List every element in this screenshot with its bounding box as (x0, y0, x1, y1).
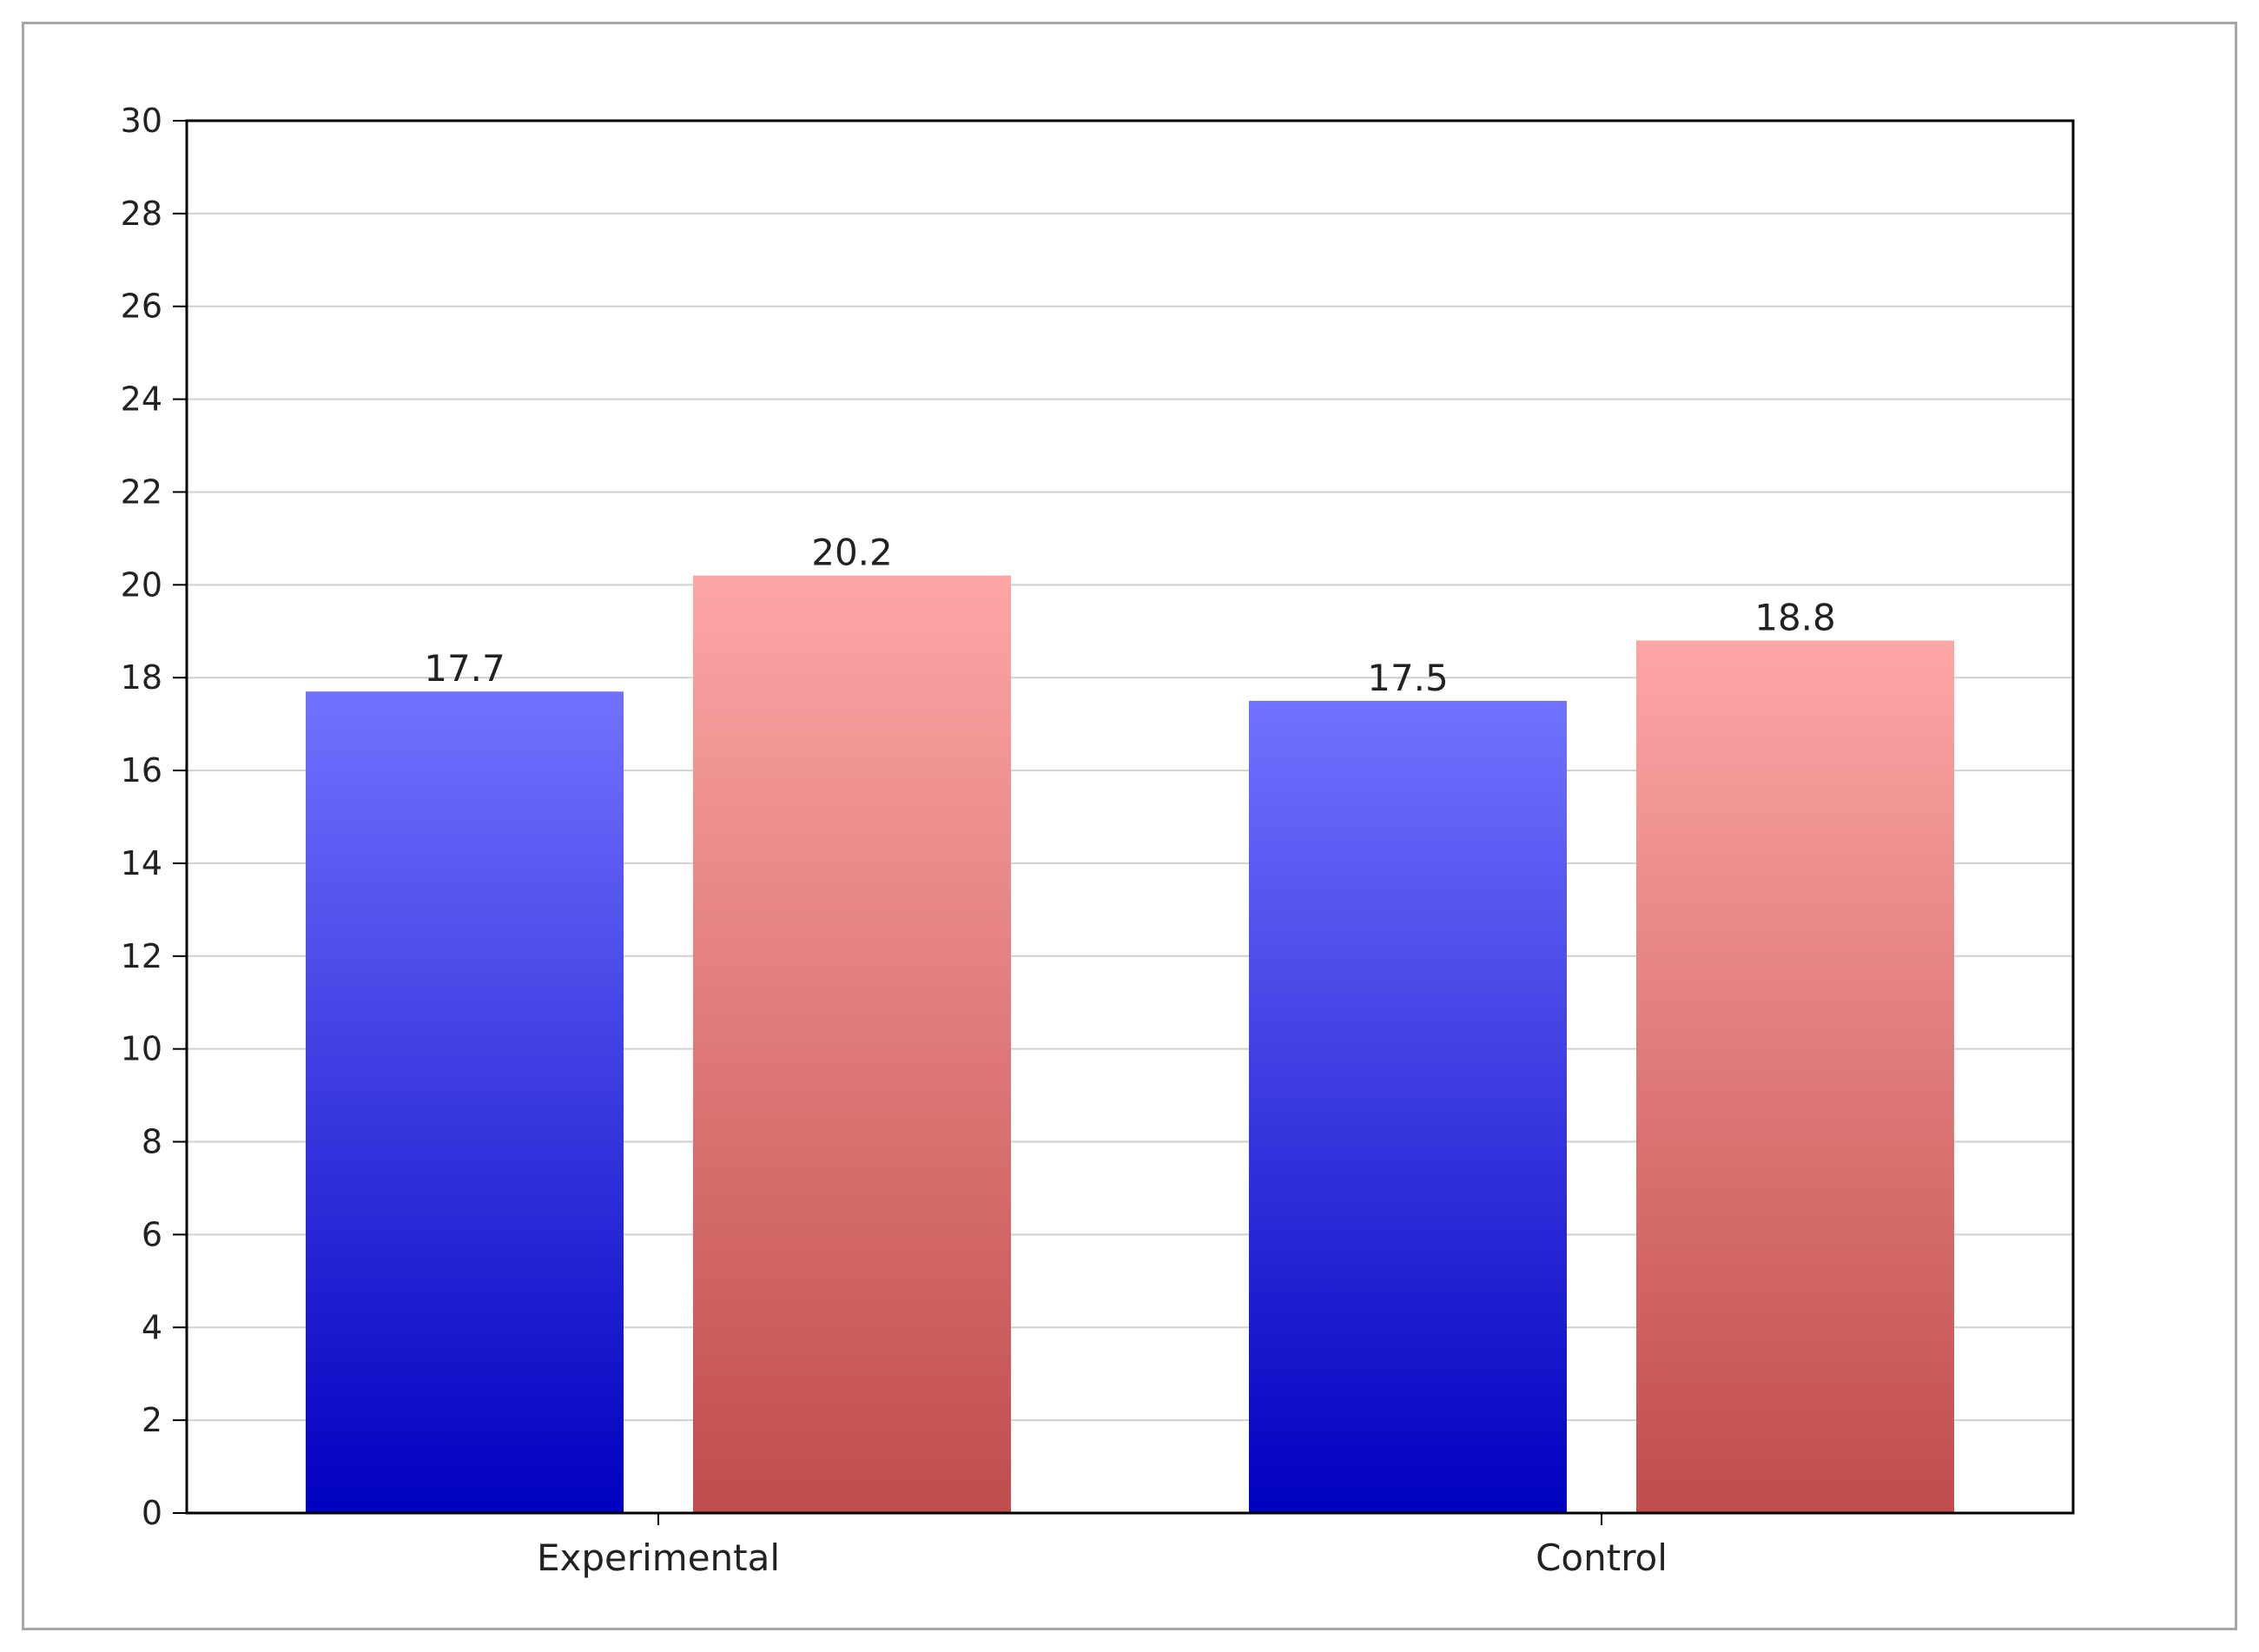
y-tick-label: 28 (121, 195, 162, 233)
bar-experimental-series-2 (693, 575, 1011, 1513)
plot-area-border (185, 119, 2075, 1515)
y-tick-label: 16 (121, 751, 162, 790)
bar-experimental-series-1 (306, 691, 624, 1513)
y-tick-label: 6 (142, 1215, 162, 1253)
data-label: 18.8 (1754, 596, 1836, 638)
y-tick-label: 12 (121, 937, 162, 975)
data-label: 17.5 (1367, 657, 1449, 699)
y-tick-label: 8 (142, 1123, 162, 1161)
data-label: 20.2 (811, 532, 893, 574)
bar-chart: 02468101214161820222426283017.720.2Exper… (121, 102, 2075, 1579)
y-tick-label: 10 (121, 1030, 162, 1068)
y-tick-label: 0 (142, 1494, 162, 1532)
y-tick-label: 24 (121, 380, 162, 419)
y-tick-label: 26 (121, 287, 162, 326)
chart-frame: 0 2 4 6 8 10 12 14 16 18 20 22 24 26 28 30 17.7 20.2 Exper… (22, 22, 2237, 1630)
y-tick-label: 14 (121, 844, 162, 882)
bar-control-series-1 (1249, 700, 1567, 1513)
labels: 02468101214161820222426283017.720.2Exper… (121, 102, 1836, 1579)
y-tick-label: 20 (121, 565, 162, 604)
y-tick-label: 22 (121, 472, 162, 511)
y-tick-label: 2 (142, 1401, 162, 1439)
x-category-label: Experimental (537, 1536, 780, 1579)
bars (306, 575, 1954, 1513)
axes (173, 119, 2075, 1525)
data-label: 17.7 (424, 647, 505, 690)
y-tick-label: 4 (142, 1308, 162, 1346)
bar-control-series-2 (1636, 640, 1954, 1513)
x-category-label: Control (1536, 1536, 1668, 1579)
y-tick-label: 18 (121, 658, 162, 697)
y-tick-label: 30 (121, 102, 162, 140)
